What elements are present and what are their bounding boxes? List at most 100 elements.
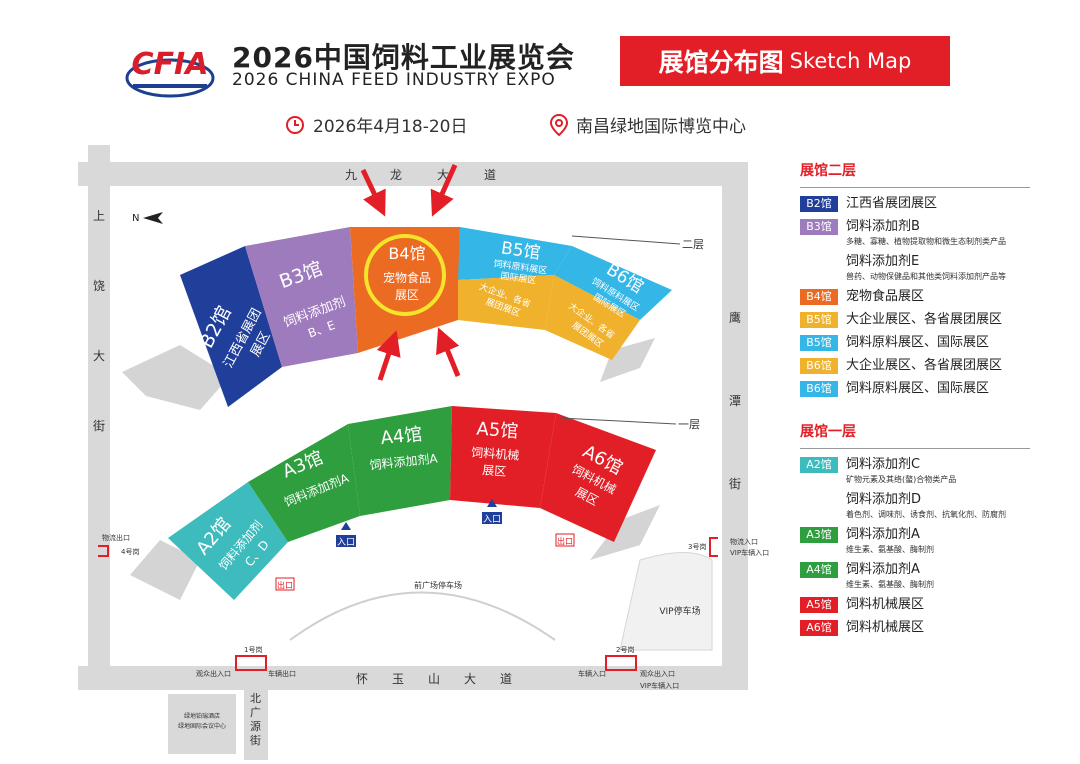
vehicle-entrance-label: 车辆入口 xyxy=(578,669,606,678)
legend-item: A3馆 饲料添加剂A 维生素、氨基酸、酶制剂 xyxy=(800,527,1030,555)
road-right-char: 鹰 xyxy=(729,310,741,325)
highlight-arrows xyxy=(360,163,461,381)
legend-desc: 着色剂、调味剂、诱食剂、抗氧化剂、防腐剂 xyxy=(846,510,1006,519)
badge-en: Sketch Map xyxy=(789,49,912,73)
gate-1-marker[interactable]: 1号岗 xyxy=(235,646,267,671)
legend-floor1-title: 展馆一层 xyxy=(800,421,1030,449)
entrance-marker[interactable]: 入口 xyxy=(482,499,502,525)
road-top xyxy=(78,162,748,186)
legend-tag: A3馆 xyxy=(800,527,838,543)
hall-b6-bottom[interactable] xyxy=(545,275,640,360)
front-parking-label: 前广场停车场 xyxy=(414,580,462,590)
road-left-char: 上 xyxy=(93,209,105,223)
road-bl-char: 街 xyxy=(250,733,261,747)
road-bl-char: 广 xyxy=(250,706,261,719)
floor2-label: 二层 xyxy=(682,238,704,251)
gate1-label: 1号岗 xyxy=(244,646,262,654)
gate-2-marker[interactable]: 2号岗 xyxy=(605,646,637,671)
legend-panel: 展馆二层 B2馆 江西省展团展区 B3馆 饲料添加剂B 多糖、寡糖、植物提取物和微… xyxy=(800,160,1030,643)
road-right-char: 潭 xyxy=(729,394,741,408)
hall-a5[interactable] xyxy=(450,406,556,508)
gate4-label: 4号岗 xyxy=(121,548,139,556)
arrow-down-left-icon xyxy=(360,168,386,217)
road-bottom-labels: 怀 玉 山 大 道 xyxy=(356,672,512,686)
vip-parking-label: VIP停车场 xyxy=(659,605,700,617)
legend-item: A5馆 饲料机械展区 xyxy=(800,597,1030,613)
hall-b4-desc2: 展区 xyxy=(395,288,419,302)
floor1-label: 一层 xyxy=(678,418,700,431)
hall-a3[interactable] xyxy=(248,424,360,542)
road-bottom-left-labels: 北 广 源 街 xyxy=(250,692,261,747)
legend-tag: A2馆 xyxy=(800,457,838,473)
entrance-label: 入口 xyxy=(337,537,355,548)
expo-title: 2026中国饲料工业展览会 xyxy=(232,41,575,74)
legend-item: B5馆 大企业展区、各省展团展区 xyxy=(800,312,1030,328)
hall-b6-top[interactable] xyxy=(554,246,672,320)
hotel-label: 绿地铂瑞酒店 xyxy=(184,712,220,720)
road-top-char: 道 xyxy=(484,168,496,182)
gray-block-a-right xyxy=(590,505,660,560)
legend-name: 饲料机械展区 xyxy=(846,597,925,612)
audience-exit-label: 观众出入口 xyxy=(196,669,231,678)
up-arrow-icon xyxy=(341,522,351,530)
hall-a6[interactable] xyxy=(540,413,656,542)
hall-b5-desc2: 国际展区 xyxy=(500,271,537,287)
clock-icon xyxy=(286,115,304,134)
road-bottom-char: 道 xyxy=(500,672,512,686)
legend-desc: 维生素、氨基酸、酶制剂 xyxy=(846,545,934,554)
arrow-down-right-icon xyxy=(430,163,458,217)
gray-block-b-left xyxy=(122,345,230,410)
hall-a4[interactable] xyxy=(348,406,452,516)
road-left-char: 街 xyxy=(93,419,105,433)
hall-b4-desc1: 宠物食品 xyxy=(383,270,431,285)
road-top-char: 大 xyxy=(437,168,449,182)
legend-item: B3馆 饲料添加剂B 多糖、寡糖、植物提取物和微生态制剂类产品 xyxy=(800,219,1030,247)
legend-desc: 矿物元素及其络(螯)合物类产品 xyxy=(846,475,957,484)
logo-ellipse xyxy=(125,58,215,98)
arrow-up-left-icon xyxy=(376,330,401,381)
gate-4-marker[interactable]: 4号岗 xyxy=(98,545,139,557)
audience-entrance-label: 观众出入口 xyxy=(640,669,675,678)
legend-floor2-title: 展馆二层 xyxy=(800,160,1030,188)
hall-b5-bottom[interactable] xyxy=(458,275,554,330)
hall-b4[interactable] xyxy=(350,227,460,353)
legend-tag: B3馆 xyxy=(800,219,838,235)
road-right xyxy=(722,162,748,690)
exit-marker[interactable]: 出口 xyxy=(275,577,295,591)
front-plaza-outline xyxy=(289,591,556,641)
road-top-char: 九 xyxy=(345,168,357,182)
gray-block-a-left xyxy=(130,540,200,600)
legend-name: 饲料添加剂E xyxy=(846,254,920,269)
date-info: 2026年4月18-20日 xyxy=(285,112,467,137)
hall-a5-name: A5馆 xyxy=(476,419,519,443)
b4-highlight-circle xyxy=(364,234,446,316)
badge-cn: 展馆分布图 xyxy=(658,48,784,77)
vip-vehicle-entrance-label: VIP车辆入口 xyxy=(730,548,769,557)
legend-item: A2馆 饲料添加剂C 矿物元素及其络(螯)合物类产品 xyxy=(800,457,1030,485)
legend-tag: B2馆 xyxy=(800,196,838,212)
exit-marker[interactable]: 出口 xyxy=(555,533,575,547)
legend-name: 饲料添加剂A xyxy=(846,562,920,577)
road-top-char: 龙 xyxy=(390,168,402,182)
legend-tag: A6馆 xyxy=(800,620,838,636)
venue-text: 南昌绿地国际博览中心 xyxy=(576,117,746,137)
hotel-label: 绿地国际会议中心 xyxy=(178,722,226,730)
hall-b5-top[interactable] xyxy=(458,227,572,280)
venue-info: 南昌绿地国际博览中心 xyxy=(550,112,746,137)
hall-b3[interactable] xyxy=(245,227,358,367)
floor1-line xyxy=(559,417,677,425)
entrance-marker[interactable]: 入口 xyxy=(336,522,356,548)
legend-item: A6馆 饲料机械展区 xyxy=(800,620,1030,636)
legend-name: 饲料原料展区、国际展区 xyxy=(846,381,990,396)
location-pin-icon xyxy=(550,113,568,136)
date-text: 2026年4月18-20日 xyxy=(313,117,468,137)
exit-label: 出口 xyxy=(277,580,293,590)
legend-item: B5馆 饲料原料展区、国际展区 xyxy=(800,335,1030,351)
gate-3-marker[interactable]: 3号岗 xyxy=(688,537,718,557)
road-bottom-char: 山 xyxy=(428,672,440,686)
hall-a2[interactable] xyxy=(168,482,288,600)
road-bottom-char: 怀 xyxy=(356,672,368,686)
legend-item: A4馆 饲料添加剂A 维生素、氨基酸、酶制剂 xyxy=(800,562,1030,590)
expo-subtitle: 2026 CHINA FEED INDUSTRY EXPO xyxy=(232,70,556,90)
hall-b2[interactable] xyxy=(180,246,282,407)
